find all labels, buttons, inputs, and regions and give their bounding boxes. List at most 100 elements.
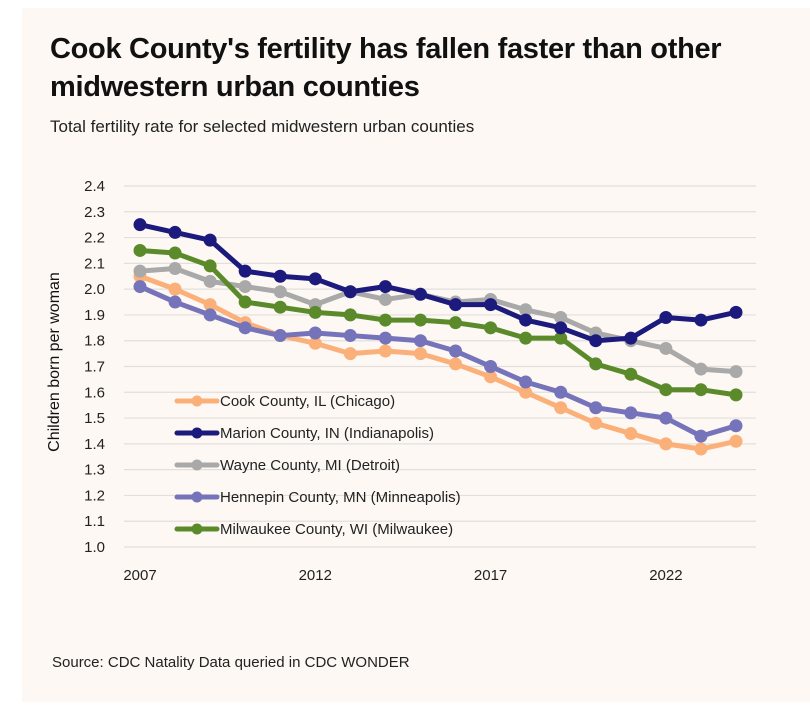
data-point: [413, 313, 427, 327]
data-point: [133, 264, 147, 278]
data-point: [168, 282, 182, 296]
data-point: [729, 419, 743, 433]
data-point: [519, 331, 533, 345]
legend-swatch-marker: [191, 523, 203, 535]
data-point: [378, 331, 392, 345]
source-note: Source: CDC Natality Data queried in CDC…: [52, 654, 410, 671]
data-point: [589, 401, 603, 415]
data-point: [273, 269, 287, 283]
y-tick-label: 1.7: [84, 359, 105, 376]
legend-item: Marion County, IN (Indianapolis): [174, 425, 434, 442]
data-point: [203, 259, 217, 273]
y-tick-label: 2.4: [84, 178, 105, 195]
data-point: [343, 329, 357, 343]
data-point: [308, 326, 322, 340]
data-point: [238, 280, 252, 294]
legend-item: Wayne County, MI (Detroit): [174, 457, 400, 474]
y-tick-label: 2.1: [84, 255, 105, 272]
data-point: [484, 321, 498, 335]
series-line: [137, 273, 739, 452]
data-point: [624, 427, 638, 441]
y-tick-label: 1.8: [84, 333, 105, 350]
data-point: [729, 365, 743, 379]
data-point: [378, 313, 392, 327]
data-point: [694, 429, 708, 443]
data-point: [238, 295, 252, 309]
data-point: [203, 298, 217, 312]
data-point: [554, 331, 568, 345]
data-point: [168, 246, 182, 260]
data-point: [413, 287, 427, 301]
data-point: [519, 375, 533, 389]
y-tick-label: 2.3: [84, 204, 105, 221]
y-tick-label: 1.5: [84, 410, 105, 427]
data-point: [203, 274, 217, 288]
data-point: [378, 344, 392, 358]
x-tick-label: 2007: [123, 567, 156, 584]
y-axis-ticks: 1.0 1.1 1.2 1.3 1.4 1.5 1.6 1.7 1.8 1.9 2.0 2.1 2.2 2…: [84, 178, 105, 556]
data-point: [659, 411, 673, 425]
data-point: [273, 285, 287, 299]
legend-label: Wayne County, MI (Detroit): [220, 457, 400, 474]
data-point: [133, 243, 147, 257]
data-point: [659, 311, 673, 325]
y-axis-title: Children born per woman: [46, 272, 63, 452]
data-point: [729, 434, 743, 448]
data-point: [168, 225, 182, 239]
data-point: [554, 401, 568, 415]
data-point: [203, 233, 217, 247]
data-point: [729, 388, 743, 402]
series-cook-county: [133, 269, 743, 456]
data-point: [694, 362, 708, 376]
chart-title: Cook County's fertility has fallen faste…: [50, 33, 722, 103]
data-point: [413, 347, 427, 361]
data-point: [589, 416, 603, 430]
series-group: [133, 218, 743, 456]
data-point: [659, 383, 673, 397]
legend-label: Hennepin County, MN (Minneapolis): [220, 489, 461, 506]
data-point: [554, 321, 568, 335]
data-point: [519, 303, 533, 317]
legend-label: Milwaukee County, WI (Milwaukee): [220, 521, 453, 538]
data-point: [624, 406, 638, 420]
data-point: [659, 437, 673, 451]
series-milwaukee-county: [133, 243, 743, 402]
x-tick-label: 2022: [649, 567, 682, 584]
data-point: [343, 308, 357, 322]
legend-swatch-marker: [191, 427, 203, 439]
data-point: [589, 357, 603, 371]
data-point: [343, 285, 357, 299]
x-axis-ticks: 2007 2012 2017 2022: [123, 567, 682, 584]
data-point: [238, 321, 252, 335]
x-tick-label: 2012: [299, 567, 332, 584]
data-point: [694, 442, 708, 456]
data-point: [133, 218, 147, 232]
data-point: [203, 308, 217, 322]
data-point: [449, 298, 463, 312]
y-tick-label: 2.0: [84, 281, 105, 298]
data-point: [133, 280, 147, 294]
series-marion-county: [133, 218, 743, 348]
data-point: [273, 300, 287, 314]
data-point: [413, 334, 427, 348]
gridlines: [124, 185, 756, 548]
data-point: [554, 311, 568, 325]
data-point: [168, 295, 182, 309]
data-point: [308, 305, 322, 319]
data-point: [624, 331, 638, 345]
y-tick-label: 1.2: [84, 487, 105, 504]
series-hennepin-county: [133, 280, 743, 443]
legend: Cook County, IL (Chicago) Marion County, …: [174, 393, 461, 538]
data-point: [449, 316, 463, 330]
data-point: [238, 264, 252, 278]
data-point: [554, 385, 568, 399]
data-point: [694, 383, 708, 397]
data-point: [624, 367, 638, 381]
data-point: [484, 370, 498, 384]
legend-item: Hennepin County, MN (Minneapolis): [174, 489, 461, 506]
data-point: [519, 385, 533, 399]
data-point: [729, 305, 743, 319]
y-tick-label: 2.2: [84, 230, 105, 247]
y-tick-label: 1.4: [84, 436, 105, 453]
data-point: [694, 313, 708, 327]
